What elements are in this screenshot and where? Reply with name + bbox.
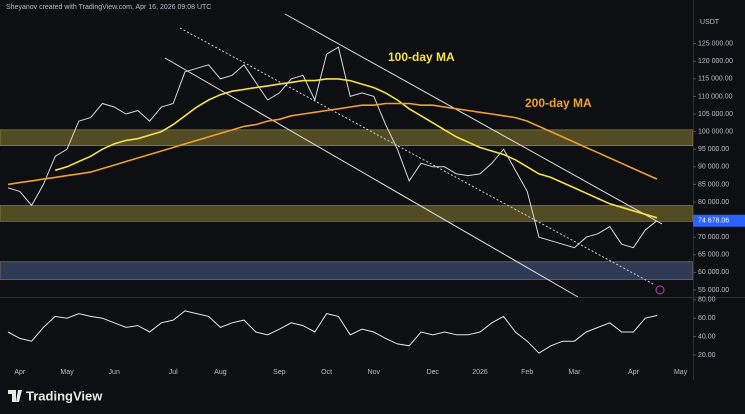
y-tick-label: 115 000.00 [698, 76, 733, 83]
x-tick-label: Aug [214, 369, 227, 376]
annotation: 100-day MA [388, 50, 455, 64]
y-tick-label: 40.00 [698, 333, 716, 340]
y-tick-label: 125 000.00 [698, 41, 733, 48]
x-tick-label: Feb [521, 369, 533, 376]
annotation: 200-day MA [525, 96, 592, 110]
y-tick-label: 60.00 [698, 315, 716, 322]
logo: TradingView [26, 388, 103, 403]
y-tick-label: 65 000.00 [698, 252, 729, 259]
y-tick-label: 120 000.00 [698, 58, 733, 65]
series-line [7, 46, 658, 249]
y-tick-label: 90 000.00 [698, 164, 729, 171]
currency: USDT [700, 19, 720, 26]
x-tick-label: May [674, 369, 688, 376]
logo-icon [8, 390, 22, 402]
price-label: 74 678.06 [698, 218, 729, 225]
y-tick-label: 95 000.00 [698, 146, 729, 153]
x-tick-label: Jul [169, 369, 178, 376]
y-tick-label: 70 000.00 [698, 234, 729, 241]
y-tick-label: 80 000.00 [698, 199, 729, 206]
credit: Sheyanov created with TradingView.com, A… [6, 4, 211, 11]
y-tick-label: 60 000.00 [698, 269, 729, 276]
y-tick-label: 20.00 [698, 352, 716, 359]
x-tick-label: May [60, 369, 74, 376]
x-tick-label: Sep [273, 369, 286, 376]
channel [164, 13, 663, 298]
price-tag [693, 214, 745, 227]
series-line [7, 102, 658, 186]
zone [0, 205, 694, 222]
y-tick-label: 85 000.00 [698, 181, 729, 188]
channel-upper [284, 13, 663, 225]
series-line [7, 310, 658, 354]
y-tick-label: 55 000.00 [698, 287, 729, 294]
y-tick-label: 100 000.00 [698, 128, 733, 135]
y-tick-label: 105 000.00 [698, 111, 733, 118]
marker [655, 285, 665, 295]
channel-lower [164, 57, 579, 298]
x-tick-label: Nov [368, 369, 381, 376]
zone [0, 129, 694, 147]
y-tick-label: 110 000.00 [698, 93, 733, 100]
x-tick-label: Jun [109, 369, 120, 376]
series-line [54, 78, 658, 219]
zone [0, 261, 694, 280]
x-tick-label: Dec [427, 369, 440, 376]
x-tick-label: Apr [628, 369, 640, 376]
x-tick-label: Apr [14, 369, 26, 376]
x-tick-label: Mar [568, 369, 581, 376]
footer [0, 380, 745, 414]
y-tick-label: 80.00 [698, 297, 716, 304]
x-tick-label: 2026 [472, 369, 488, 376]
x-tick-label: Oct [321, 369, 332, 376]
